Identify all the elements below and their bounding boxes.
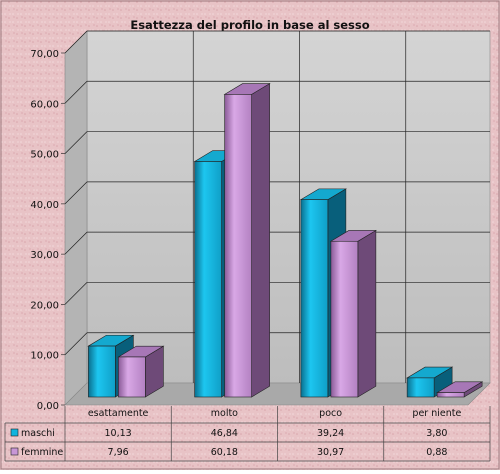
y-axis: 0,00 10,00 20,00 30,00 40,00 50,00 60,00 70,00 xyxy=(30,49,65,412)
gridline-side xyxy=(64,181,88,205)
legend-label-femmine: femmine xyxy=(21,447,63,458)
table-cell: 10,13 xyxy=(105,428,132,439)
category-labels: esattamente molto poco per niente xyxy=(88,408,462,419)
legend-label-maschi: maschi xyxy=(21,428,55,439)
side-wall xyxy=(64,30,88,406)
bar-femmine xyxy=(329,229,377,398)
y-tick-label: 60,00 xyxy=(30,99,59,110)
bar-femmine xyxy=(436,381,484,398)
bar-front xyxy=(88,345,116,398)
table-cell: 3,80 xyxy=(426,428,447,439)
bars xyxy=(87,83,484,398)
bar-front xyxy=(330,240,359,398)
bar-side xyxy=(251,83,270,398)
table-cell: 7,96 xyxy=(108,447,129,458)
bar-front xyxy=(118,356,146,398)
gridline-side xyxy=(64,131,88,154)
bar-femmine xyxy=(117,345,165,398)
y-tick-label: 30,00 xyxy=(30,250,59,261)
table-cell: 60,18 xyxy=(211,447,238,458)
table-cell: 39,24 xyxy=(317,428,344,439)
bar-front xyxy=(436,392,465,398)
y-tick-label: 70,00 xyxy=(30,49,59,60)
y-tick-label: 40,00 xyxy=(30,200,59,211)
y-tick-label: 50,00 xyxy=(30,150,59,161)
y-tick-label: 0,00 xyxy=(37,401,59,412)
bar-maschi xyxy=(406,366,454,398)
gridline-side xyxy=(64,231,88,255)
bar-front xyxy=(300,199,329,398)
data-table: maschi 10,13 46,84 39,24 3,80 femmine 7,96 60,1… xyxy=(4,406,491,462)
bar-femmine xyxy=(223,83,271,398)
category-label: esattamente xyxy=(88,408,149,419)
plot-area xyxy=(64,30,491,406)
category-label: per niente xyxy=(412,408,461,419)
table-cell: 0,88 xyxy=(426,447,447,458)
back-wall xyxy=(86,30,491,384)
legend-swatch-maschi xyxy=(10,428,19,437)
table-cell: 46,84 xyxy=(211,428,238,439)
category-label: molto xyxy=(211,408,238,419)
bar-front xyxy=(194,161,222,398)
category-label: poco xyxy=(319,408,342,419)
gridline-side xyxy=(64,332,88,355)
chart-title: Esattezza del profilo in base al sesso xyxy=(130,18,369,32)
table-cell: 30,97 xyxy=(317,447,344,458)
gridline-side xyxy=(64,282,88,305)
legend-swatch-femmine xyxy=(10,447,19,456)
floor xyxy=(64,382,491,406)
bar-side xyxy=(357,229,377,398)
bar-front xyxy=(406,377,435,398)
gridline-side xyxy=(64,81,88,104)
y-tick-label: 20,00 xyxy=(30,300,59,311)
gridline-side xyxy=(64,30,88,54)
y-tick-label: 10,00 xyxy=(30,351,59,362)
bar-front xyxy=(224,94,252,398)
